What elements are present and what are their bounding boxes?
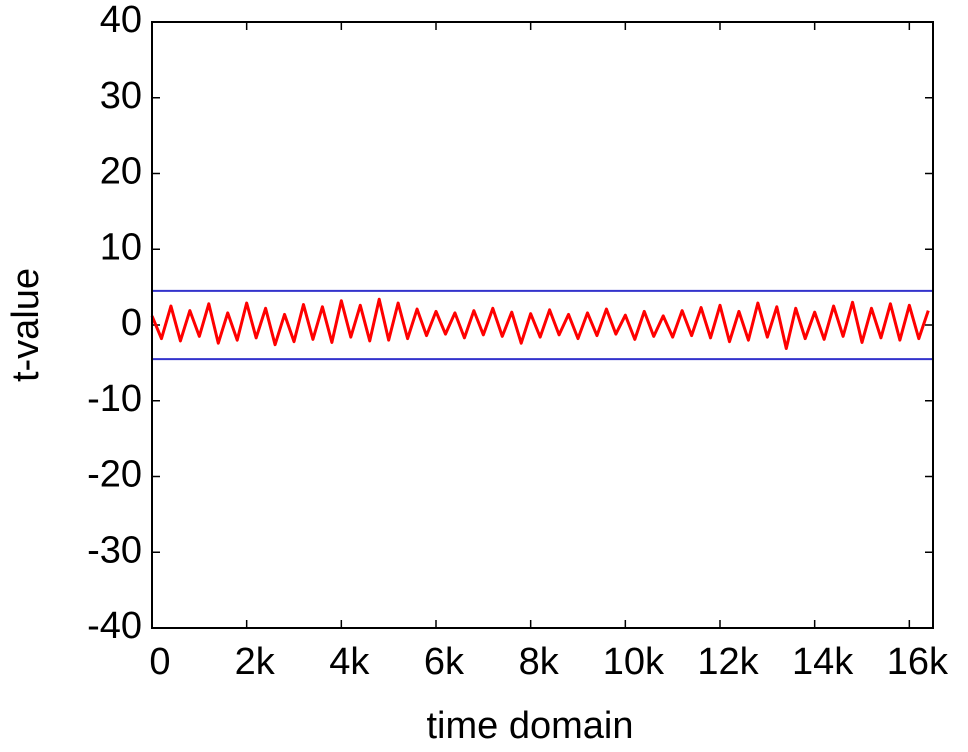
x-tick-label: 6k <box>424 641 465 683</box>
x-tick-label: 14k <box>792 641 854 683</box>
x-tick-label: 0 <box>149 641 170 683</box>
y-tick-label: 10 <box>100 226 142 268</box>
x-tick-label: 8k <box>519 641 560 683</box>
y-tick-label: 20 <box>100 151 142 193</box>
y-axis-label: t-value <box>5 268 47 382</box>
y-tick-label: -40 <box>87 605 142 647</box>
y-tick-label: -30 <box>87 529 142 571</box>
x-tick-label: 4k <box>329 641 370 683</box>
x-tick-label: 16k <box>887 641 949 683</box>
plot-frame <box>151 21 934 629</box>
y-tick-label: 0 <box>121 302 142 344</box>
y-tick-label: 40 <box>100 0 142 41</box>
data-line <box>150 297 930 350</box>
y-tick-label: 30 <box>100 75 142 117</box>
y-tick-label: -10 <box>87 378 142 420</box>
x-tick-label: 2k <box>235 641 276 683</box>
x-tick-label: 10k <box>603 641 665 683</box>
x-axis-label: time domain <box>427 705 634 747</box>
y-tick-label: -20 <box>87 454 142 496</box>
x-tick-label: 12k <box>697 641 759 683</box>
